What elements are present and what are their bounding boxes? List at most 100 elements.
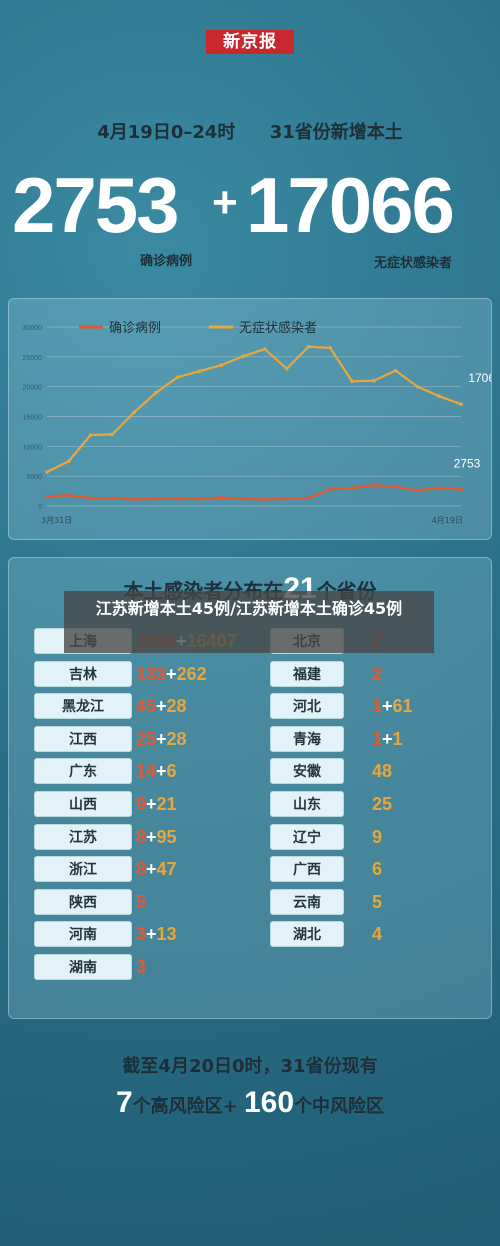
data-point bbox=[219, 495, 224, 500]
province-label: 湖南 bbox=[34, 954, 132, 980]
plus-sign: + bbox=[156, 696, 167, 717]
x-tick-label: 4月19日 bbox=[432, 516, 463, 525]
series-line bbox=[46, 484, 462, 501]
data-point bbox=[88, 433, 93, 437]
data-point bbox=[306, 496, 311, 501]
plus-sign: + bbox=[146, 859, 157, 880]
y-tick-label: 15000 bbox=[23, 415, 43, 422]
asymptomatic-count: 95 bbox=[156, 826, 177, 847]
province-value: 4 bbox=[372, 921, 382, 947]
x-tick-label: 3月31日 bbox=[41, 516, 72, 525]
province-value: 9+21 bbox=[136, 791, 177, 817]
data-point bbox=[66, 459, 71, 464]
data-point bbox=[415, 488, 420, 493]
asymptomatic-count: 48 bbox=[372, 761, 393, 782]
y-tick-label: 10000 bbox=[23, 444, 43, 451]
footer-line2: 7个高风险区+ 160个中风险区 bbox=[0, 1086, 500, 1120]
confirmed-count: 8 bbox=[136, 826, 147, 847]
province-label: 陕西 bbox=[34, 888, 132, 915]
data-point bbox=[263, 347, 267, 351]
province-value: 3 bbox=[136, 954, 146, 980]
confirmed-total: 2753 bbox=[12, 161, 180, 249]
province-label: 广东 bbox=[34, 758, 132, 785]
confirmed-count: 1 bbox=[372, 696, 383, 717]
y-tick-label: 30000 bbox=[23, 325, 43, 332]
confirmed-count: 3 bbox=[136, 924, 147, 945]
province-label: 广西 bbox=[270, 856, 344, 883]
data-point bbox=[306, 344, 311, 349]
data-point bbox=[154, 390, 158, 395]
province-label: 浙江 bbox=[34, 856, 132, 883]
province-label: 黑龙江 bbox=[34, 693, 132, 720]
confirmed-caption: 确诊病例 bbox=[140, 254, 193, 269]
trend-chart-panel: 0 5000 10000 15000 20000 25000 30000 3月31日 4月19日… bbox=[8, 298, 492, 540]
y-tick-label: 0 bbox=[38, 504, 42, 511]
province-value: 133+262 bbox=[136, 661, 207, 687]
data-point bbox=[197, 497, 202, 501]
plus-sign: + bbox=[212, 178, 238, 227]
data-point bbox=[175, 375, 180, 379]
data-point bbox=[110, 496, 115, 501]
province-value: 3+13 bbox=[136, 921, 177, 947]
trend-chart: 0 5000 10000 15000 20000 25000 30000 3月31日 4月19日… bbox=[23, 320, 491, 525]
asymptomatic-count: 28 bbox=[166, 696, 187, 717]
end-label: 17066 bbox=[468, 371, 491, 385]
province-value: 2 bbox=[372, 661, 382, 687]
data-point bbox=[372, 483, 376, 487]
plus-sign: + bbox=[146, 826, 157, 847]
province-value: 5 bbox=[372, 889, 382, 915]
confirmed-count: 5 bbox=[136, 891, 147, 912]
confirmed-count: 9 bbox=[136, 794, 147, 814]
asymptomatic-count: 6 bbox=[166, 761, 177, 782]
data-point bbox=[132, 410, 136, 415]
province-label: 辽宁 bbox=[270, 823, 344, 850]
footer-line1: 截至4月20日0时，31省份现有 bbox=[122, 1056, 378, 1077]
legend-label: 无症状感染者 bbox=[239, 320, 317, 336]
data-point bbox=[219, 363, 224, 367]
province-label: 江西 bbox=[34, 725, 132, 752]
headline: 4月19日0–24时 31省份新增本土 bbox=[0, 118, 500, 144]
asymptomatic-count: 61 bbox=[392, 696, 413, 717]
province-value: 8+95 bbox=[136, 824, 177, 850]
data-point bbox=[175, 497, 180, 501]
province-label: 山东 bbox=[270, 791, 344, 817]
province-label: 云南 bbox=[270, 888, 344, 915]
plus-sign: + bbox=[156, 761, 167, 782]
province-value: 1+1 bbox=[372, 726, 403, 752]
confirmed-count: 25 bbox=[136, 728, 157, 749]
plus-sign: + bbox=[382, 728, 393, 749]
end-label: 2753 bbox=[454, 457, 481, 471]
plus-sign: + bbox=[146, 924, 157, 945]
high-risk-count: 7 bbox=[115, 1086, 133, 1119]
asymptomatic-caption: 无症状感染者 bbox=[374, 256, 453, 271]
mid-risk-label: 个中风险区 bbox=[294, 1096, 385, 1117]
province-label: 湖北 bbox=[270, 921, 344, 948]
confirmed-count: 133 bbox=[136, 663, 167, 684]
mid-risk-count: 160 bbox=[244, 1086, 295, 1119]
asymptomatic-count: 28 bbox=[166, 728, 187, 749]
data-point bbox=[45, 470, 49, 474]
data-point bbox=[372, 378, 376, 383]
headline-overlay: 江苏新增本土45例/江苏新增本土确诊45例 bbox=[64, 591, 434, 653]
province-label: 吉林 bbox=[34, 660, 132, 687]
data-point bbox=[66, 493, 71, 498]
confirmed-count: 8 bbox=[136, 859, 147, 880]
date-range: 4月19日0–24时 bbox=[97, 122, 236, 143]
asymptomatic-count: 47 bbox=[156, 859, 177, 880]
province-value: 1+61 bbox=[372, 693, 413, 719]
data-point bbox=[437, 394, 442, 399]
data-point bbox=[284, 366, 289, 371]
data-point bbox=[459, 487, 463, 492]
data-point bbox=[350, 486, 354, 490]
asymptomatic-count: 262 bbox=[176, 663, 207, 684]
province-value: 25+28 bbox=[136, 726, 187, 752]
data-point bbox=[350, 379, 354, 384]
confirmed-count: 2 bbox=[372, 663, 383, 684]
data-point bbox=[263, 497, 267, 502]
brand-logo: 新京报 bbox=[206, 30, 294, 54]
data-point bbox=[415, 384, 420, 389]
data-point bbox=[459, 402, 463, 406]
asymptomatic-count: 9 bbox=[372, 826, 383, 847]
confirmed-count: 3 bbox=[136, 957, 147, 977]
asymptomatic-count: 13 bbox=[156, 924, 177, 945]
